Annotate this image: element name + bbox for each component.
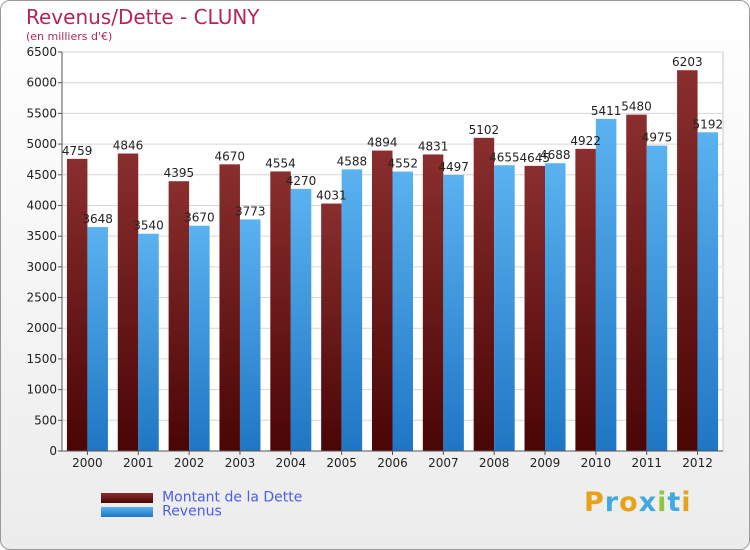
data-label-revenus-2005: 4588: [337, 154, 368, 168]
x-tick-label: 2003: [225, 456, 256, 470]
data-label-revenus-2003: 3773: [235, 204, 266, 218]
data-label-revenus-2008: 4655: [489, 150, 520, 164]
data-label-revenus-2012: 5192: [693, 117, 724, 131]
bar-debt-2011: [626, 114, 647, 451]
bar-debt-2002: [168, 181, 190, 452]
x-tick-label: 2005: [326, 456, 357, 470]
bar-debt-2010: [575, 148, 596, 451]
x-tick-label: 2000: [72, 456, 103, 470]
bar-revenus-2012: [697, 132, 719, 451]
x-tick-label: 2009: [530, 456, 561, 470]
data-label-revenus-2009: 4688: [540, 148, 571, 162]
data-label-revenus-2011: 4975: [642, 131, 673, 145]
y-tick-label: 5500: [26, 106, 57, 120]
data-label-debt-2005: 4031: [316, 189, 347, 203]
x-tick-label: 2004: [276, 456, 307, 470]
data-label-debt-2003: 4670: [214, 149, 245, 163]
chart-subtitle: (en milliers d'€): [26, 30, 113, 43]
bar-debt-2007: [422, 154, 444, 451]
legend-label-revenus: Revenus: [162, 503, 222, 520]
data-label-debt-2009: 4645: [520, 151, 551, 165]
data-label-debt-2006: 4894: [367, 136, 398, 150]
y-tick-label: 6500: [26, 45, 57, 59]
data-label-debt-2004: 4554: [265, 156, 296, 170]
bar-debt-2005: [321, 203, 342, 451]
y-tick-label: 6000: [26, 76, 57, 90]
data-labels: 4759 3648 4846 3540 4395 3670 4670 3773 4554 4270…: [62, 55, 723, 232]
y-tick-label: 2000: [26, 321, 57, 335]
y-tick-label: 1500: [26, 352, 57, 366]
y-tick-label: 4500: [26, 168, 57, 182]
bar-revenus-2000: [87, 227, 108, 451]
bar-revenus-2010: [595, 118, 617, 452]
y-tick-label: 5000: [26, 137, 57, 151]
x-tick-label: 2012: [682, 456, 713, 470]
data-label-debt-2011: 5480: [621, 100, 652, 114]
data-label-debt-2000: 4759: [62, 144, 93, 158]
bar-revenus-2004: [290, 188, 312, 451]
bar-revenus-2006: [392, 171, 413, 452]
data-label-revenus-2006: 4552: [387, 157, 418, 171]
y-tick-label: 500: [34, 413, 57, 427]
y-tick-label: 3500: [26, 229, 57, 243]
bar-revenus-2005: [341, 169, 363, 452]
legend-label-debt: Montant de la Dette: [162, 489, 303, 506]
data-label-revenus-2001: 3540: [133, 219, 164, 233]
bar-debt-2009: [524, 165, 546, 451]
x-tick-label: 2002: [174, 456, 205, 470]
data-label-debt-2012: 6203: [672, 55, 703, 69]
legend-item-revenus: Revenus: [101, 501, 222, 520]
x-tick-label: 2007: [428, 456, 459, 470]
data-label-revenus-2010: 5411: [591, 104, 622, 118]
bar-revenus-2003: [239, 219, 261, 451]
data-label-debt-2007: 4831: [418, 139, 449, 153]
x-tick-label: 2010: [581, 456, 612, 470]
x-tick-label: 2001: [123, 456, 154, 470]
data-label-debt-2001: 4846: [113, 139, 144, 153]
data-label-debt-2008: 5102: [469, 123, 500, 137]
y-tick-label: 4000: [26, 198, 57, 212]
x-tick-label: 2008: [479, 456, 510, 470]
bar-revenus-2001: [138, 233, 159, 451]
bar-revenus-2011: [646, 145, 668, 451]
bar-debt-2006: [372, 150, 393, 452]
y-tick-label: 0: [49, 444, 57, 458]
legend-item-debt: Montant de la Dette: [101, 487, 303, 506]
bar-revenus-2007: [443, 174, 464, 452]
data-label-debt-2010: 4922: [570, 134, 601, 148]
bar-debt-2012: [677, 70, 698, 451]
x-axis: 2000 2001 2002 2003 2004 2005 2006 2007 2008 2009…: [62, 450, 723, 470]
data-label-revenus-2004: 4270: [286, 174, 317, 188]
x-tick-label: 2006: [377, 456, 408, 470]
bar-debt-2000: [66, 158, 88, 452]
bar-debt-2003: [219, 164, 240, 451]
legend-swatch-debt: [101, 492, 153, 503]
y-tick-label: 3000: [26, 260, 57, 274]
proxiti-logo: Proxiti: [584, 487, 692, 518]
bar-debt-2001: [117, 153, 139, 451]
y-axis: 0 500 1000 1500 2000 2500 3000 3500 4000 4500 5000…: [26, 45, 63, 458]
bar-debt-2004: [270, 171, 291, 451]
chart-title: Revenus/Dette - CLUNY: [26, 5, 260, 29]
bars: [66, 70, 719, 452]
bar-revenus-2002: [189, 225, 210, 451]
data-label-revenus-2002: 3670: [184, 211, 215, 225]
y-tick-label: 2500: [26, 291, 57, 305]
y-tick-label: 1000: [26, 383, 57, 397]
legend-swatch-revenus: [101, 506, 153, 517]
bar-revenus-2008: [494, 165, 515, 451]
x-tick-label: 2011: [631, 456, 662, 470]
data-label-revenus-2000: 3648: [82, 212, 113, 226]
data-label-revenus-2007: 4497: [438, 160, 469, 174]
bar-debt-2008: [473, 137, 495, 452]
bar-revenus-2009: [545, 163, 566, 451]
data-label-debt-2002: 4395: [164, 166, 195, 180]
